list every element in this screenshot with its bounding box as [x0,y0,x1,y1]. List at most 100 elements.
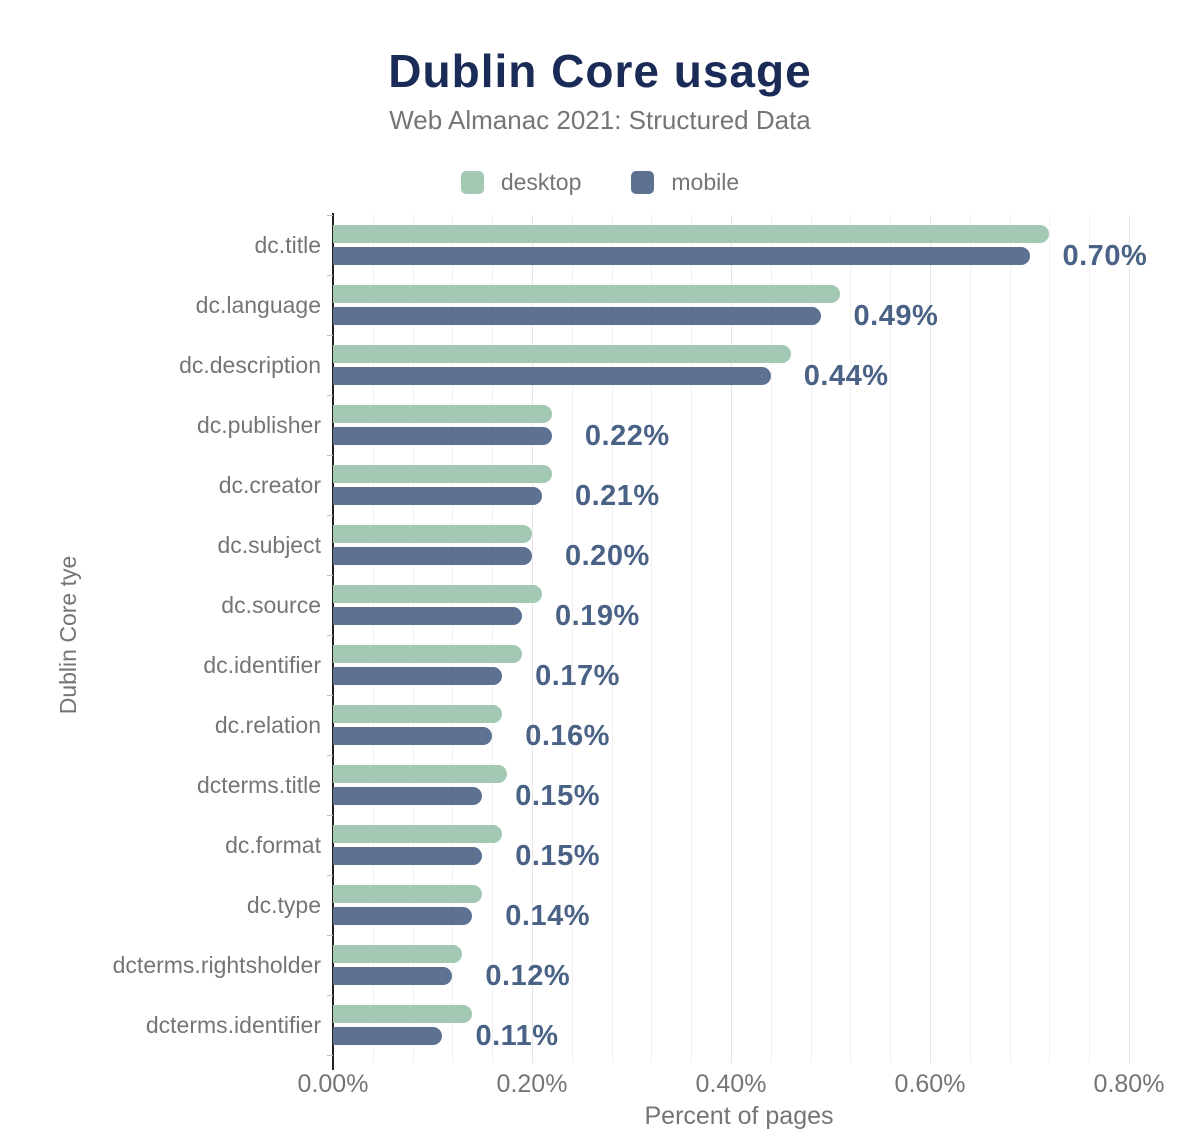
bar-mobile [333,427,552,445]
bar-desktop [333,1005,473,1023]
category-axis-tick [327,515,333,516]
legend-label-mobile: mobile [671,169,740,195]
y-axis-line [332,213,334,1070]
bar-mobile [333,1027,443,1045]
category-label: dc.format [225,832,321,858]
bar-desktop [333,525,532,543]
x-axis-tick-label: 0.40% [695,1070,767,1098]
x-axis-tick-label: 0.20% [496,1070,568,1098]
category-axis-tick [327,755,333,756]
category-axis-tick [327,335,333,336]
value-label: 0.11% [475,1020,559,1052]
bar-mobile [333,847,483,865]
chart-title: Dublin Core usage [388,45,812,97]
bar-mobile [333,967,453,985]
value-label: 0.15% [515,840,600,872]
value-label: 0.16% [525,720,610,752]
minor-gridline [810,215,812,1063]
category-label: dc.subject [217,532,321,558]
mobile-swatch-icon [631,171,655,194]
legend-item-desktop[interactable]: desktop [460,169,582,196]
major-gridline [930,215,931,1063]
category-axis-tick [327,275,333,276]
minor-gridline [1089,215,1091,1063]
category-label: dcterms.rightsholder [112,952,321,978]
category-axis-tick [327,215,333,216]
bar-desktop [333,885,483,903]
bar-mobile [333,787,483,805]
y-axis-title: Dublin Core tye [55,555,81,715]
bar-desktop [333,945,463,963]
category-axis-tick [327,695,333,696]
legend-item-mobile[interactable]: mobile [631,169,739,196]
minor-gridline [611,215,613,1063]
value-label: 0.49% [853,300,939,332]
category-axis-tick [327,1055,333,1056]
category-label: dc.type [246,892,321,918]
category-label: dcterms.identifier [145,1012,321,1038]
category-axis-tick [327,395,333,396]
bar-desktop [333,765,508,783]
minor-gridline [890,215,892,1063]
minor-gridline [691,215,693,1063]
x-axis-tick-label: 0.60% [894,1070,966,1098]
category-axis-tick [327,815,333,816]
category-label: dc.identifier [203,652,321,678]
bar-mobile [333,907,473,925]
bar-desktop [333,225,1050,243]
value-label: 0.21% [574,480,660,512]
minor-gridline [412,215,414,1063]
category-axis-tick [327,635,333,636]
minor-gridline [571,215,573,1063]
minor-gridline [1009,215,1011,1063]
value-label: 0.17% [535,660,620,692]
bar-desktop [333,645,523,663]
bar-mobile [333,667,503,685]
category-axis-tick [327,875,333,876]
value-label: 0.22% [584,420,670,452]
bar-desktop [333,285,841,303]
bar-desktop [333,405,552,423]
bar-mobile [333,487,542,505]
bar-mobile [333,727,493,745]
category-label: dc.creator [218,472,321,498]
category-axis-tick [327,935,333,936]
bar-mobile [333,307,821,325]
minor-gridline [452,215,454,1063]
bar-desktop [333,585,542,603]
bar-desktop [333,345,791,363]
minor-gridline [651,215,653,1063]
bar-mobile [333,607,523,625]
category-label: dc.title [254,232,321,258]
bar-mobile [333,247,1030,265]
desktop-swatch-icon [460,171,484,194]
major-gridline [532,215,533,1063]
value-label: 0.70% [1062,240,1148,272]
category-axis-tick [327,455,333,456]
bar-desktop [333,465,552,483]
value-label: 0.12% [485,960,571,992]
legend-label-desktop: desktop [500,169,582,195]
major-gridline [1129,215,1130,1063]
major-gridline [731,215,732,1063]
minor-gridline [1049,215,1051,1063]
value-label: 0.20% [565,540,650,572]
chart-subtitle: Web Almanac 2021: Structured Data [389,105,811,135]
minor-gridline [372,215,374,1063]
x-axis-tick-label: 0.80% [1093,1070,1165,1098]
category-label: dc.publisher [196,412,321,438]
category-label: dc.description [179,352,321,378]
value-label: 0.19% [555,600,640,632]
bar-mobile [333,367,771,385]
bar-desktop [333,825,503,843]
category-label: dc.relation [214,712,321,738]
minor-gridline [850,215,852,1063]
x-axis-title: Percent of pages [644,1102,834,1130]
bar-mobile [333,547,532,565]
category-label: dc.language [195,292,321,318]
category-label: dcterms.title [197,772,321,798]
x-axis-tick-label: 0.00% [297,1070,369,1098]
category-axis-tick [327,995,333,996]
minor-gridline [492,215,494,1063]
